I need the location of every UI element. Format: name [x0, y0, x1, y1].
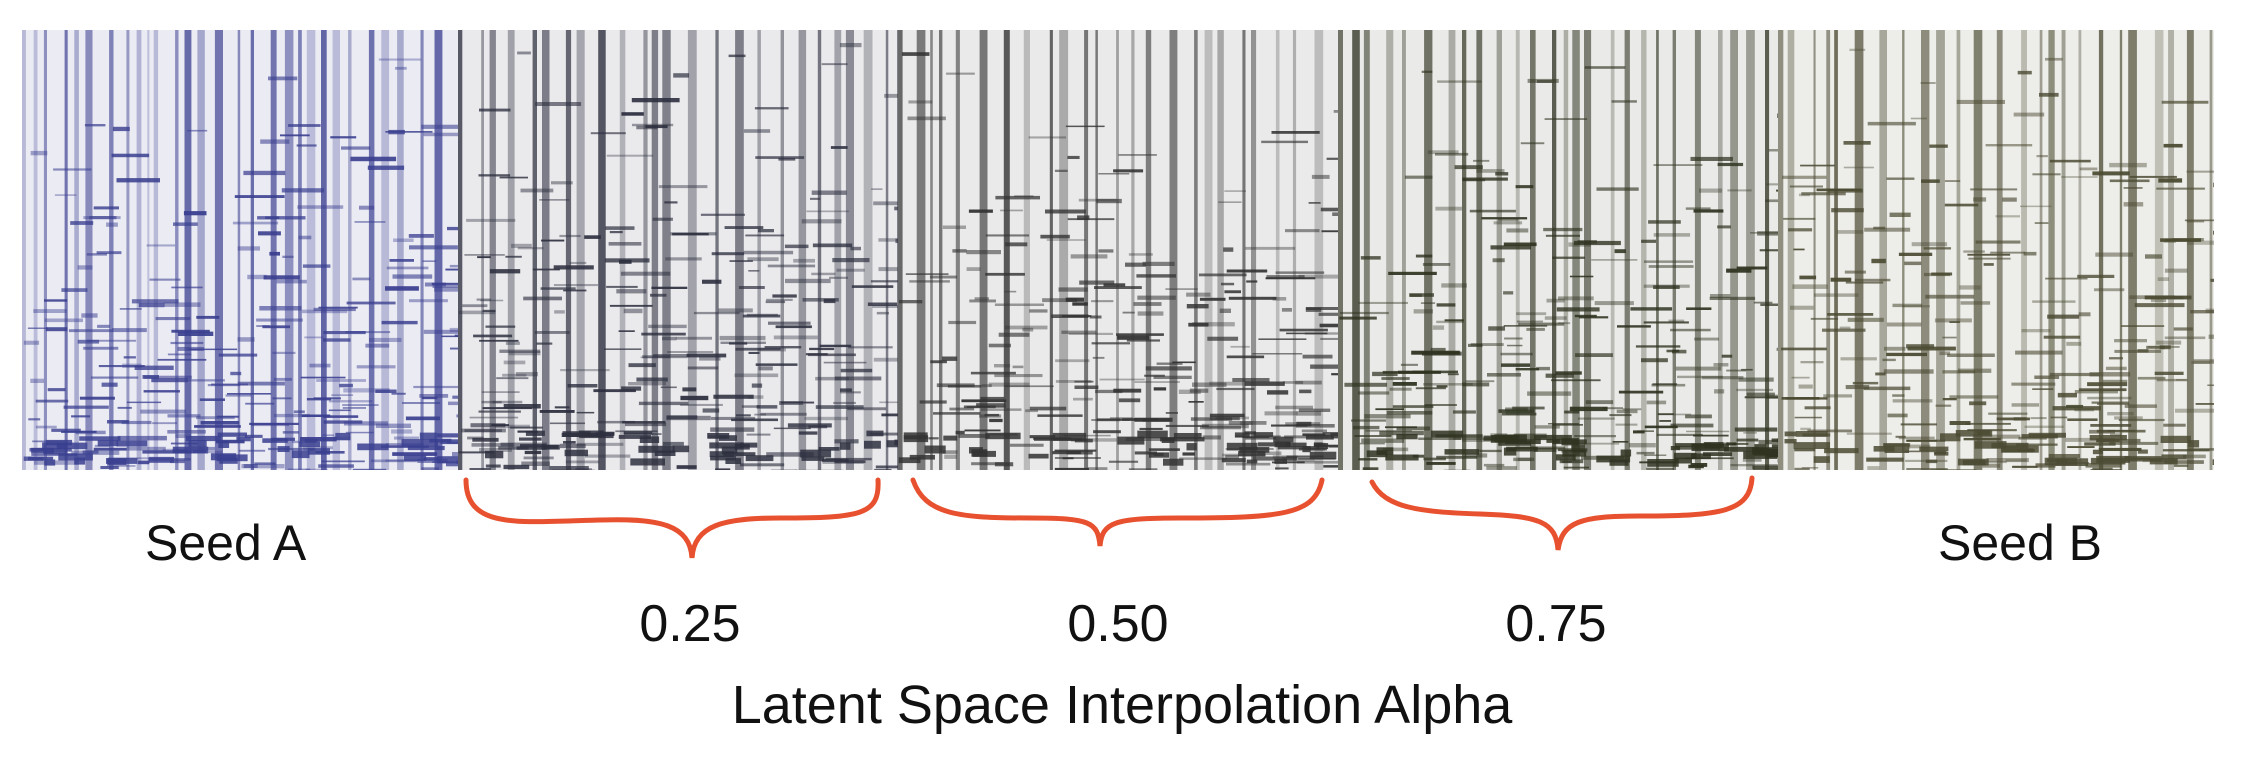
alpha-label-050: 0.50	[1067, 595, 1169, 653]
seed-a-label: Seed A	[145, 515, 307, 571]
spectrogram-texture	[1338, 30, 1778, 470]
spectrogram-alpha-050	[898, 30, 1338, 470]
axis-title: Latent Space Interpolation Alpha	[731, 675, 1513, 735]
brace-075	[1369, 475, 1755, 551]
alpha-label-025: 0.25	[639, 595, 741, 653]
spectrogram-seed-b	[1778, 30, 2214, 470]
spectrogram-strip	[22, 30, 2214, 470]
spectrogram-alpha-025	[458, 30, 898, 470]
spectrogram-seed-a	[22, 30, 458, 470]
spectrogram-alpha-075	[1338, 30, 1778, 470]
seed-b-label: Seed B	[1938, 515, 2103, 571]
spectrogram-texture	[22, 30, 458, 470]
brace-050	[910, 477, 1325, 547]
spectrogram-texture	[898, 30, 1338, 470]
interpolation-braces	[463, 475, 1755, 559]
alpha-label-075: 0.75	[1505, 595, 1607, 653]
spectrogram-texture	[1778, 30, 2214, 470]
spectrogram-texture	[458, 30, 898, 470]
brace-025	[463, 477, 881, 559]
